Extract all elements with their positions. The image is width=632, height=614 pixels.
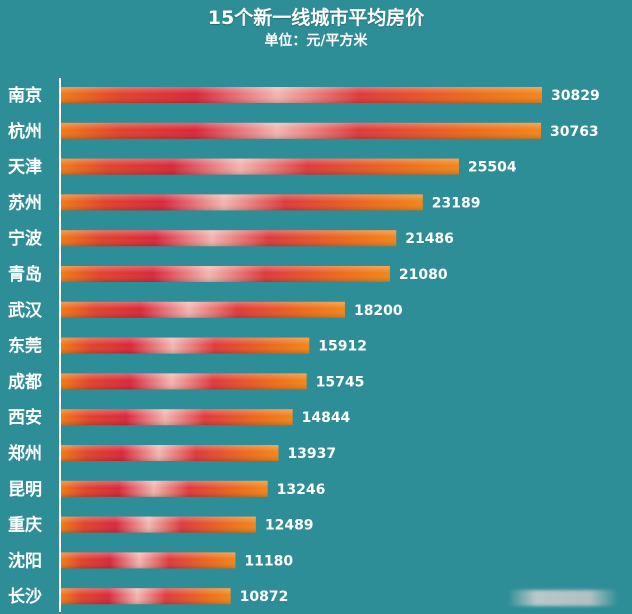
bar-shading — [61, 480, 268, 497]
category-label: 东莞 — [8, 336, 42, 357]
bar-shading — [61, 337, 310, 354]
bar-shading — [61, 194, 423, 211]
category-label: 郑州 — [8, 443, 42, 464]
bar-row: 南京 30829 — [8, 85, 600, 106]
bar-row: 天津 25504 — [8, 157, 517, 178]
bar-row: 成都 15745 — [8, 371, 364, 392]
bar-shading — [61, 230, 397, 247]
category-label: 长沙 — [8, 586, 42, 607]
bar-row: 西安 14844 — [8, 407, 351, 428]
category-label: 武汉 — [8, 300, 43, 321]
value-label: 12489 — [265, 518, 314, 534]
bar-row: 杭州 30763 — [8, 121, 599, 142]
value-label: 23189 — [432, 195, 481, 211]
bar-shading — [61, 552, 236, 569]
bar-row: 郑州 13937 — [8, 443, 336, 464]
category-label: 沈阳 — [8, 550, 42, 571]
bar-shading — [61, 373, 307, 390]
value-label: 14844 — [302, 410, 351, 426]
chart-subtitle: 单位：元/平方米 — [264, 33, 368, 49]
bar-row: 长沙 10872 — [8, 586, 288, 607]
bar-row: 东莞 15912 — [8, 336, 367, 357]
category-label: 重庆 — [8, 515, 42, 536]
bar-row: 青岛 21080 — [8, 264, 448, 285]
bar-shading — [61, 266, 390, 282]
bar-shading — [61, 158, 459, 175]
chart-title: 15个新一线城市平均房价 — [207, 7, 425, 29]
category-label: 苏州 — [8, 192, 42, 213]
watermark — [508, 590, 618, 606]
category-label: 南京 — [8, 85, 42, 106]
bar-shading — [61, 301, 345, 318]
bar-shading — [61, 87, 542, 103]
value-label: 18200 — [354, 303, 403, 319]
bar-row: 沈阳 11180 — [8, 550, 293, 571]
chart-header: 15个新一线城市平均房价 单位：元/平方米 — [0, 6, 632, 51]
category-label: 青岛 — [8, 264, 42, 285]
value-label: 25504 — [468, 160, 517, 176]
bar-row: 宁波 21486 — [8, 228, 454, 249]
bar-shading — [61, 516, 256, 533]
bar-shading — [61, 445, 279, 461]
category-label: 宁波 — [8, 228, 43, 249]
category-label: 成都 — [8, 371, 42, 392]
bar-shading — [61, 122, 541, 139]
value-label: 21486 — [405, 231, 454, 247]
bar-row: 武汉 18200 — [8, 300, 403, 321]
bar-row: 昆明 13246 — [8, 480, 325, 500]
value-label: 15912 — [318, 339, 367, 355]
value-label: 21080 — [399, 267, 448, 283]
bar-row: 苏州 23189 — [8, 192, 481, 213]
category-label: 杭州 — [8, 121, 42, 142]
category-label: 昆明 — [8, 480, 42, 500]
bar-shading — [61, 409, 293, 426]
value-label: 30763 — [550, 124, 599, 140]
category-label: 天津 — [8, 157, 42, 178]
value-label: 11180 — [244, 553, 293, 569]
bar-row: 重庆 12489 — [8, 515, 314, 536]
value-label: 10872 — [240, 589, 289, 605]
bars-layer: 南京 30829 杭州 30763 天津 25504 苏州 23189 宁波 21486 青岛 210… — [8, 78, 600, 612]
value-label: 13937 — [287, 446, 336, 462]
value-label: 15745 — [316, 374, 365, 390]
bar-shading — [61, 588, 231, 605]
category-label: 西安 — [8, 407, 42, 428]
value-label: 30829 — [551, 88, 600, 104]
value-label: 13246 — [277, 482, 326, 498]
